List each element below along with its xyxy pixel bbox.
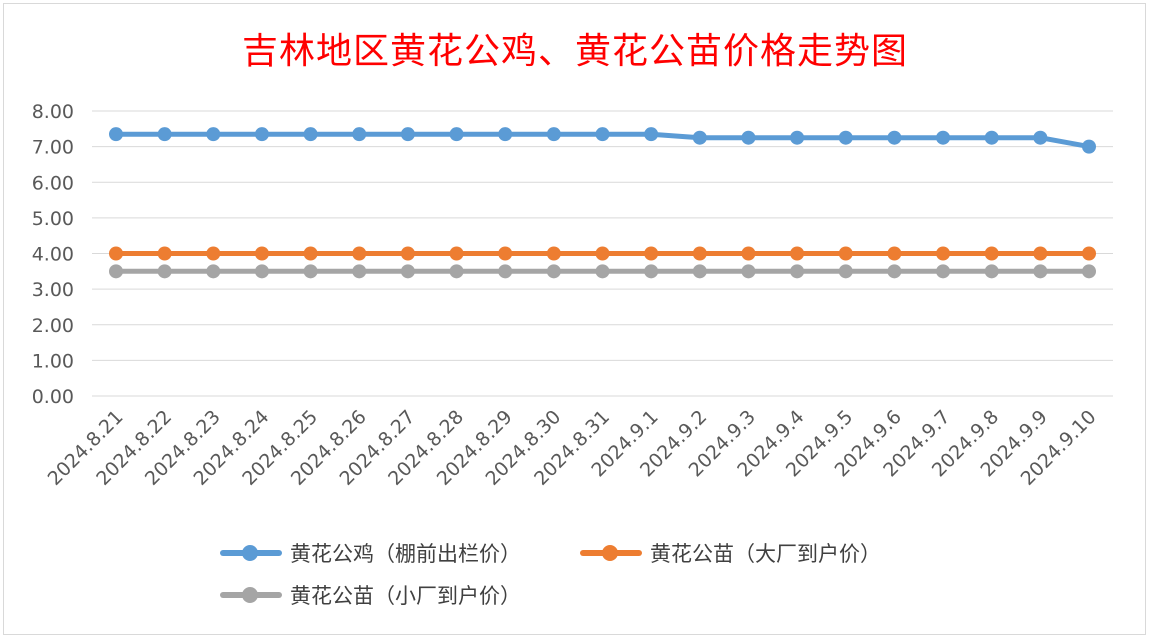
legend-label-series-3: 黄花公苗（小厂到户价） (290, 584, 521, 608)
data-point (984, 246, 999, 261)
y-tick-label: 2.00 (32, 315, 74, 337)
y-tick-label: 7.00 (32, 137, 74, 159)
data-point (692, 246, 707, 261)
legend-item-series-1[interactable]: 黄花公鸡（棚前出栏价） (220, 538, 521, 568)
y-tick-label: 1.00 (32, 350, 74, 372)
data-point (936, 130, 951, 145)
data-point (303, 127, 318, 142)
x-axis-ticks: 2024.8.212024.8.222024.8.232024.8.242024… (44, 406, 1101, 490)
data-point (887, 264, 902, 279)
data-point (1033, 130, 1048, 145)
data-point (838, 130, 853, 145)
legend-label-series-1: 黄花公鸡（棚前出栏价） (290, 542, 521, 566)
data-point (595, 246, 610, 261)
legend-label-series-2: 黄花公苗（大厂到户价） (650, 542, 881, 566)
y-tick-label: 5.00 (32, 208, 74, 230)
data-point (741, 130, 756, 145)
data-point (741, 264, 756, 279)
data-point (936, 264, 951, 279)
data-point (790, 246, 805, 261)
data-point (887, 246, 902, 261)
data-point (254, 246, 269, 261)
data-point (254, 264, 269, 279)
data-point (157, 127, 172, 142)
data-point (644, 127, 659, 142)
data-point (449, 246, 464, 261)
y-axis-ticks: 0.00 1.00 2.00 3.00 4.00 5.00 6.00 7.00 8.00 (32, 101, 74, 408)
data-point (838, 246, 853, 261)
data-point (400, 264, 415, 279)
data-point (352, 246, 367, 261)
data-point (595, 264, 610, 279)
chart-frame (3, 3, 1146, 635)
data-point (498, 246, 513, 261)
data-point (157, 246, 172, 261)
gridlines (92, 110, 1113, 397)
y-tick-label: 8.00 (32, 101, 74, 123)
data-point (984, 264, 999, 279)
data-point (206, 246, 221, 261)
data-point (546, 127, 561, 142)
data-point (254, 127, 269, 142)
y-tick-label: 4.00 (32, 244, 74, 266)
data-point (692, 264, 707, 279)
data-point (936, 246, 951, 261)
data-point (984, 130, 999, 145)
data-point (692, 130, 707, 145)
y-tick-label: 0.00 (32, 386, 74, 408)
data-point (546, 264, 561, 279)
y-tick-label: 3.00 (32, 279, 74, 301)
data-point (352, 127, 367, 142)
data-point (109, 127, 123, 142)
data-point (400, 127, 415, 142)
data-point (109, 246, 123, 261)
data-point (303, 264, 318, 279)
data-point (790, 264, 805, 279)
data-point (1082, 246, 1096, 261)
data-point (887, 130, 902, 145)
chart-title: 吉林地区黄花公鸡、黄花公苗价格走势图 (241, 31, 908, 72)
data-point (498, 127, 513, 142)
legend-marker-series-2 (580, 543, 642, 563)
data-point (790, 130, 805, 145)
series-lines (109, 127, 1096, 279)
data-point (498, 264, 513, 279)
data-point (303, 246, 318, 261)
y-tick-label: 6.00 (32, 172, 74, 194)
data-point (157, 264, 172, 279)
data-point (449, 264, 464, 279)
data-point (1082, 264, 1096, 279)
data-point (595, 127, 610, 142)
data-point (352, 264, 367, 279)
data-point (206, 127, 221, 142)
data-point (644, 264, 659, 279)
data-point (109, 264, 123, 279)
data-point (449, 127, 464, 142)
legend-item-series-2[interactable]: 黄花公苗（大厂到户价） (580, 538, 881, 568)
data-point (741, 246, 756, 261)
legend-marker-series-3 (220, 585, 282, 605)
data-point (546, 246, 561, 261)
data-point (1033, 246, 1048, 261)
legend-item-series-3[interactable]: 黄花公苗（小厂到户价） (220, 580, 521, 610)
legend-marker-series-1 (220, 543, 282, 563)
data-point (400, 246, 415, 261)
data-point (1082, 139, 1096, 154)
data-point (1033, 264, 1048, 279)
data-point (644, 246, 659, 261)
data-point (206, 264, 221, 279)
data-point (838, 264, 853, 279)
